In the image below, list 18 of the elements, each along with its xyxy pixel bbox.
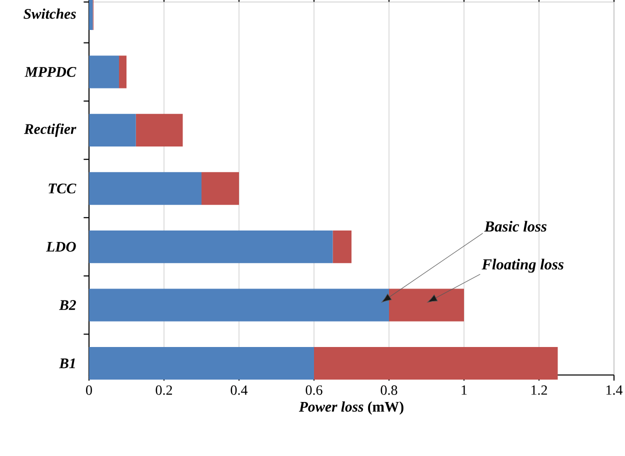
y-tick-label: MPPDC xyxy=(24,67,76,77)
x-axis-title: Power loss (mW) xyxy=(298,401,404,415)
x-tick-label: 0.8 xyxy=(380,385,398,395)
y-tick-label: B2 xyxy=(59,300,76,310)
x-tick-label: 0.2 xyxy=(156,385,172,395)
x-tick-label: 0 xyxy=(86,385,92,395)
y-tick-label: LDO xyxy=(46,242,76,252)
y-tick-label: Switches xyxy=(24,8,76,19)
y-tick-label: TCC xyxy=(48,184,76,194)
x-tick-label: 1 xyxy=(462,385,467,395)
annotation: Basic loss xyxy=(484,220,547,232)
x-tick-label: 0.6 xyxy=(306,385,322,395)
x-tick-label: 1.2 xyxy=(531,385,547,395)
y-tick-label: Rectifier xyxy=(24,123,76,137)
x-tick-label: 1.4 xyxy=(606,385,623,395)
annotation: Floating loss xyxy=(482,258,564,273)
y-tick-label: B1 xyxy=(59,358,75,368)
x-tick-label: 0.4 xyxy=(230,385,248,395)
